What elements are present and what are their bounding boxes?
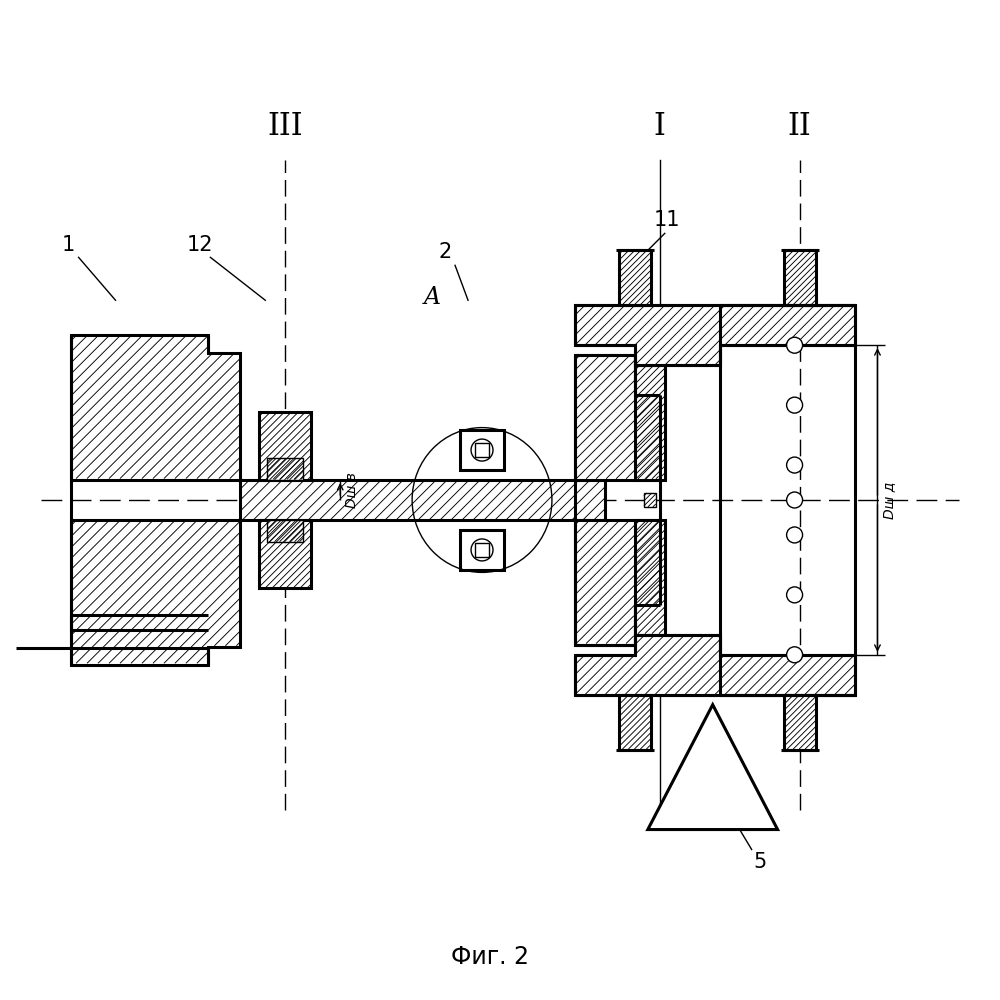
Polygon shape bbox=[619, 250, 651, 305]
Circle shape bbox=[787, 587, 803, 603]
Circle shape bbox=[787, 397, 803, 413]
Polygon shape bbox=[267, 520, 303, 542]
Circle shape bbox=[471, 539, 493, 561]
Text: 5: 5 bbox=[753, 852, 766, 872]
Polygon shape bbox=[259, 412, 311, 480]
Text: 12: 12 bbox=[187, 235, 214, 255]
Circle shape bbox=[787, 492, 803, 508]
Text: Фиг. 2: Фиг. 2 bbox=[451, 945, 529, 969]
Circle shape bbox=[787, 337, 803, 353]
Polygon shape bbox=[259, 520, 311, 588]
Text: II: II bbox=[788, 111, 811, 142]
Polygon shape bbox=[267, 458, 303, 480]
Text: III: III bbox=[267, 111, 303, 142]
Text: 2: 2 bbox=[438, 242, 452, 262]
Bar bbox=[475, 443, 489, 457]
Polygon shape bbox=[240, 480, 605, 520]
Polygon shape bbox=[635, 520, 665, 635]
Bar bbox=[460, 430, 504, 470]
Polygon shape bbox=[619, 695, 651, 750]
Bar bbox=[460, 530, 504, 570]
Circle shape bbox=[471, 439, 493, 461]
Polygon shape bbox=[71, 335, 240, 480]
Polygon shape bbox=[71, 520, 240, 665]
Bar bbox=[475, 543, 489, 557]
Polygon shape bbox=[575, 355, 660, 480]
Text: I: I bbox=[654, 111, 666, 142]
Text: Dш д: Dш д bbox=[882, 481, 896, 519]
Polygon shape bbox=[575, 635, 855, 695]
Text: A: A bbox=[424, 286, 441, 309]
Polygon shape bbox=[784, 250, 816, 305]
Text: 11: 11 bbox=[654, 210, 680, 230]
Circle shape bbox=[787, 527, 803, 543]
Polygon shape bbox=[575, 520, 660, 645]
Polygon shape bbox=[648, 705, 778, 830]
Text: Dш в: Dш в bbox=[345, 472, 359, 508]
Circle shape bbox=[787, 647, 803, 663]
Text: 1: 1 bbox=[62, 235, 75, 255]
Polygon shape bbox=[644, 493, 656, 507]
Polygon shape bbox=[784, 695, 816, 750]
Polygon shape bbox=[635, 365, 665, 480]
Polygon shape bbox=[575, 305, 855, 365]
Circle shape bbox=[787, 457, 803, 473]
